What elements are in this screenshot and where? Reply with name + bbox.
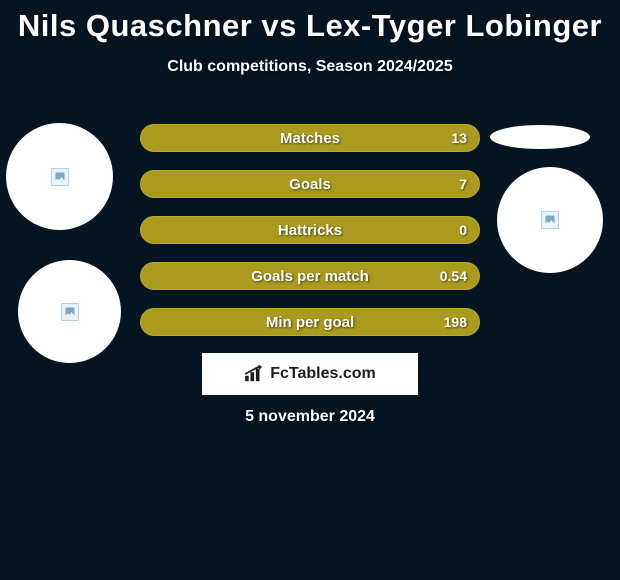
placeholder-icon — [51, 168, 69, 186]
stat-bar: Min per goal 198 — [140, 308, 480, 336]
avatar-right — [497, 167, 603, 273]
stat-label: Hattricks — [278, 222, 342, 239]
stat-value: 13 — [451, 130, 467, 146]
stat-bar: Goals 7 — [140, 170, 480, 198]
stat-label: Goals — [289, 176, 331, 193]
stat-value: 0 — [459, 222, 467, 238]
avatar-bottom-left — [18, 260, 121, 363]
attribution-badge: FcTables.com — [202, 353, 418, 395]
chart-icon — [244, 365, 266, 383]
footer-date: 5 november 2024 — [0, 408, 620, 426]
stat-label: Matches — [280, 130, 340, 147]
stat-value: 198 — [444, 314, 467, 330]
avatar-top-left — [6, 123, 113, 230]
stats-bars: Matches 13 Goals 7 Hattricks 0 Goals per match… — [140, 124, 480, 354]
stat-bar: Goals per match 0.54 — [140, 262, 480, 290]
stat-label: Goals per match — [251, 268, 369, 285]
page-title: Nils Quaschner vs Lex-Tyger Lobinger — [0, 0, 620, 44]
placeholder-icon — [61, 303, 79, 321]
stat-bar: Matches 13 — [140, 124, 480, 152]
stat-label: Min per goal — [266, 314, 354, 331]
ellipse-top-right — [490, 125, 590, 149]
stat-value: 0.54 — [440, 268, 467, 284]
attribution-text: FcTables.com — [270, 365, 376, 383]
stat-bar: Hattricks 0 — [140, 216, 480, 244]
placeholder-icon — [541, 211, 559, 229]
page-subtitle: Club competitions, Season 2024/2025 — [0, 58, 620, 76]
stat-value: 7 — [459, 176, 467, 192]
